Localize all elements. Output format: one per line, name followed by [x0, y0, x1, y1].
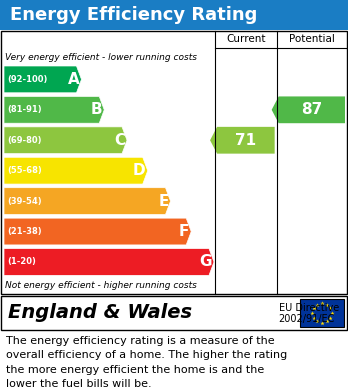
Text: (55-68): (55-68)	[7, 166, 42, 175]
Text: (81-91): (81-91)	[7, 105, 42, 114]
Text: 2002/91/EC: 2002/91/EC	[279, 314, 335, 324]
Text: E: E	[158, 194, 168, 209]
Text: (92-100): (92-100)	[7, 75, 47, 84]
Text: B: B	[90, 102, 102, 117]
Polygon shape	[272, 97, 345, 123]
Bar	[1, 31, 347, 294]
Polygon shape	[4, 157, 148, 184]
Polygon shape	[4, 249, 214, 275]
Polygon shape	[4, 188, 171, 215]
Text: Current: Current	[226, 34, 266, 44]
Text: England & Wales: England & Wales	[8, 303, 192, 323]
Text: Potential: Potential	[290, 34, 335, 44]
Text: G: G	[199, 255, 212, 269]
Text: Not energy efficient - higher running costs: Not energy efficient - higher running co…	[5, 281, 197, 290]
Bar	[0, 0, 348, 30]
Text: (69-80): (69-80)	[7, 136, 41, 145]
Polygon shape	[210, 127, 275, 154]
Text: A: A	[68, 72, 79, 87]
Text: Energy Efficiency Rating: Energy Efficiency Rating	[10, 6, 258, 24]
Text: D: D	[133, 163, 146, 178]
Polygon shape	[4, 97, 104, 123]
Polygon shape	[4, 127, 127, 154]
Text: F: F	[179, 224, 189, 239]
Text: (39-54): (39-54)	[7, 197, 42, 206]
Text: Very energy efficient - lower running costs: Very energy efficient - lower running co…	[5, 53, 197, 62]
Bar	[300, 299, 344, 327]
Polygon shape	[4, 218, 191, 245]
Bar	[1, 296, 347, 330]
Text: (1-20): (1-20)	[7, 257, 36, 266]
Text: 87: 87	[301, 102, 323, 117]
Text: (21-38): (21-38)	[7, 227, 42, 236]
Text: 71: 71	[235, 133, 256, 148]
Text: C: C	[114, 133, 125, 148]
Text: The energy efficiency rating is a measure of the
overall efficiency of a home. T: The energy efficiency rating is a measur…	[6, 336, 287, 389]
Polygon shape	[4, 66, 81, 93]
Text: EU Directive: EU Directive	[279, 303, 339, 313]
